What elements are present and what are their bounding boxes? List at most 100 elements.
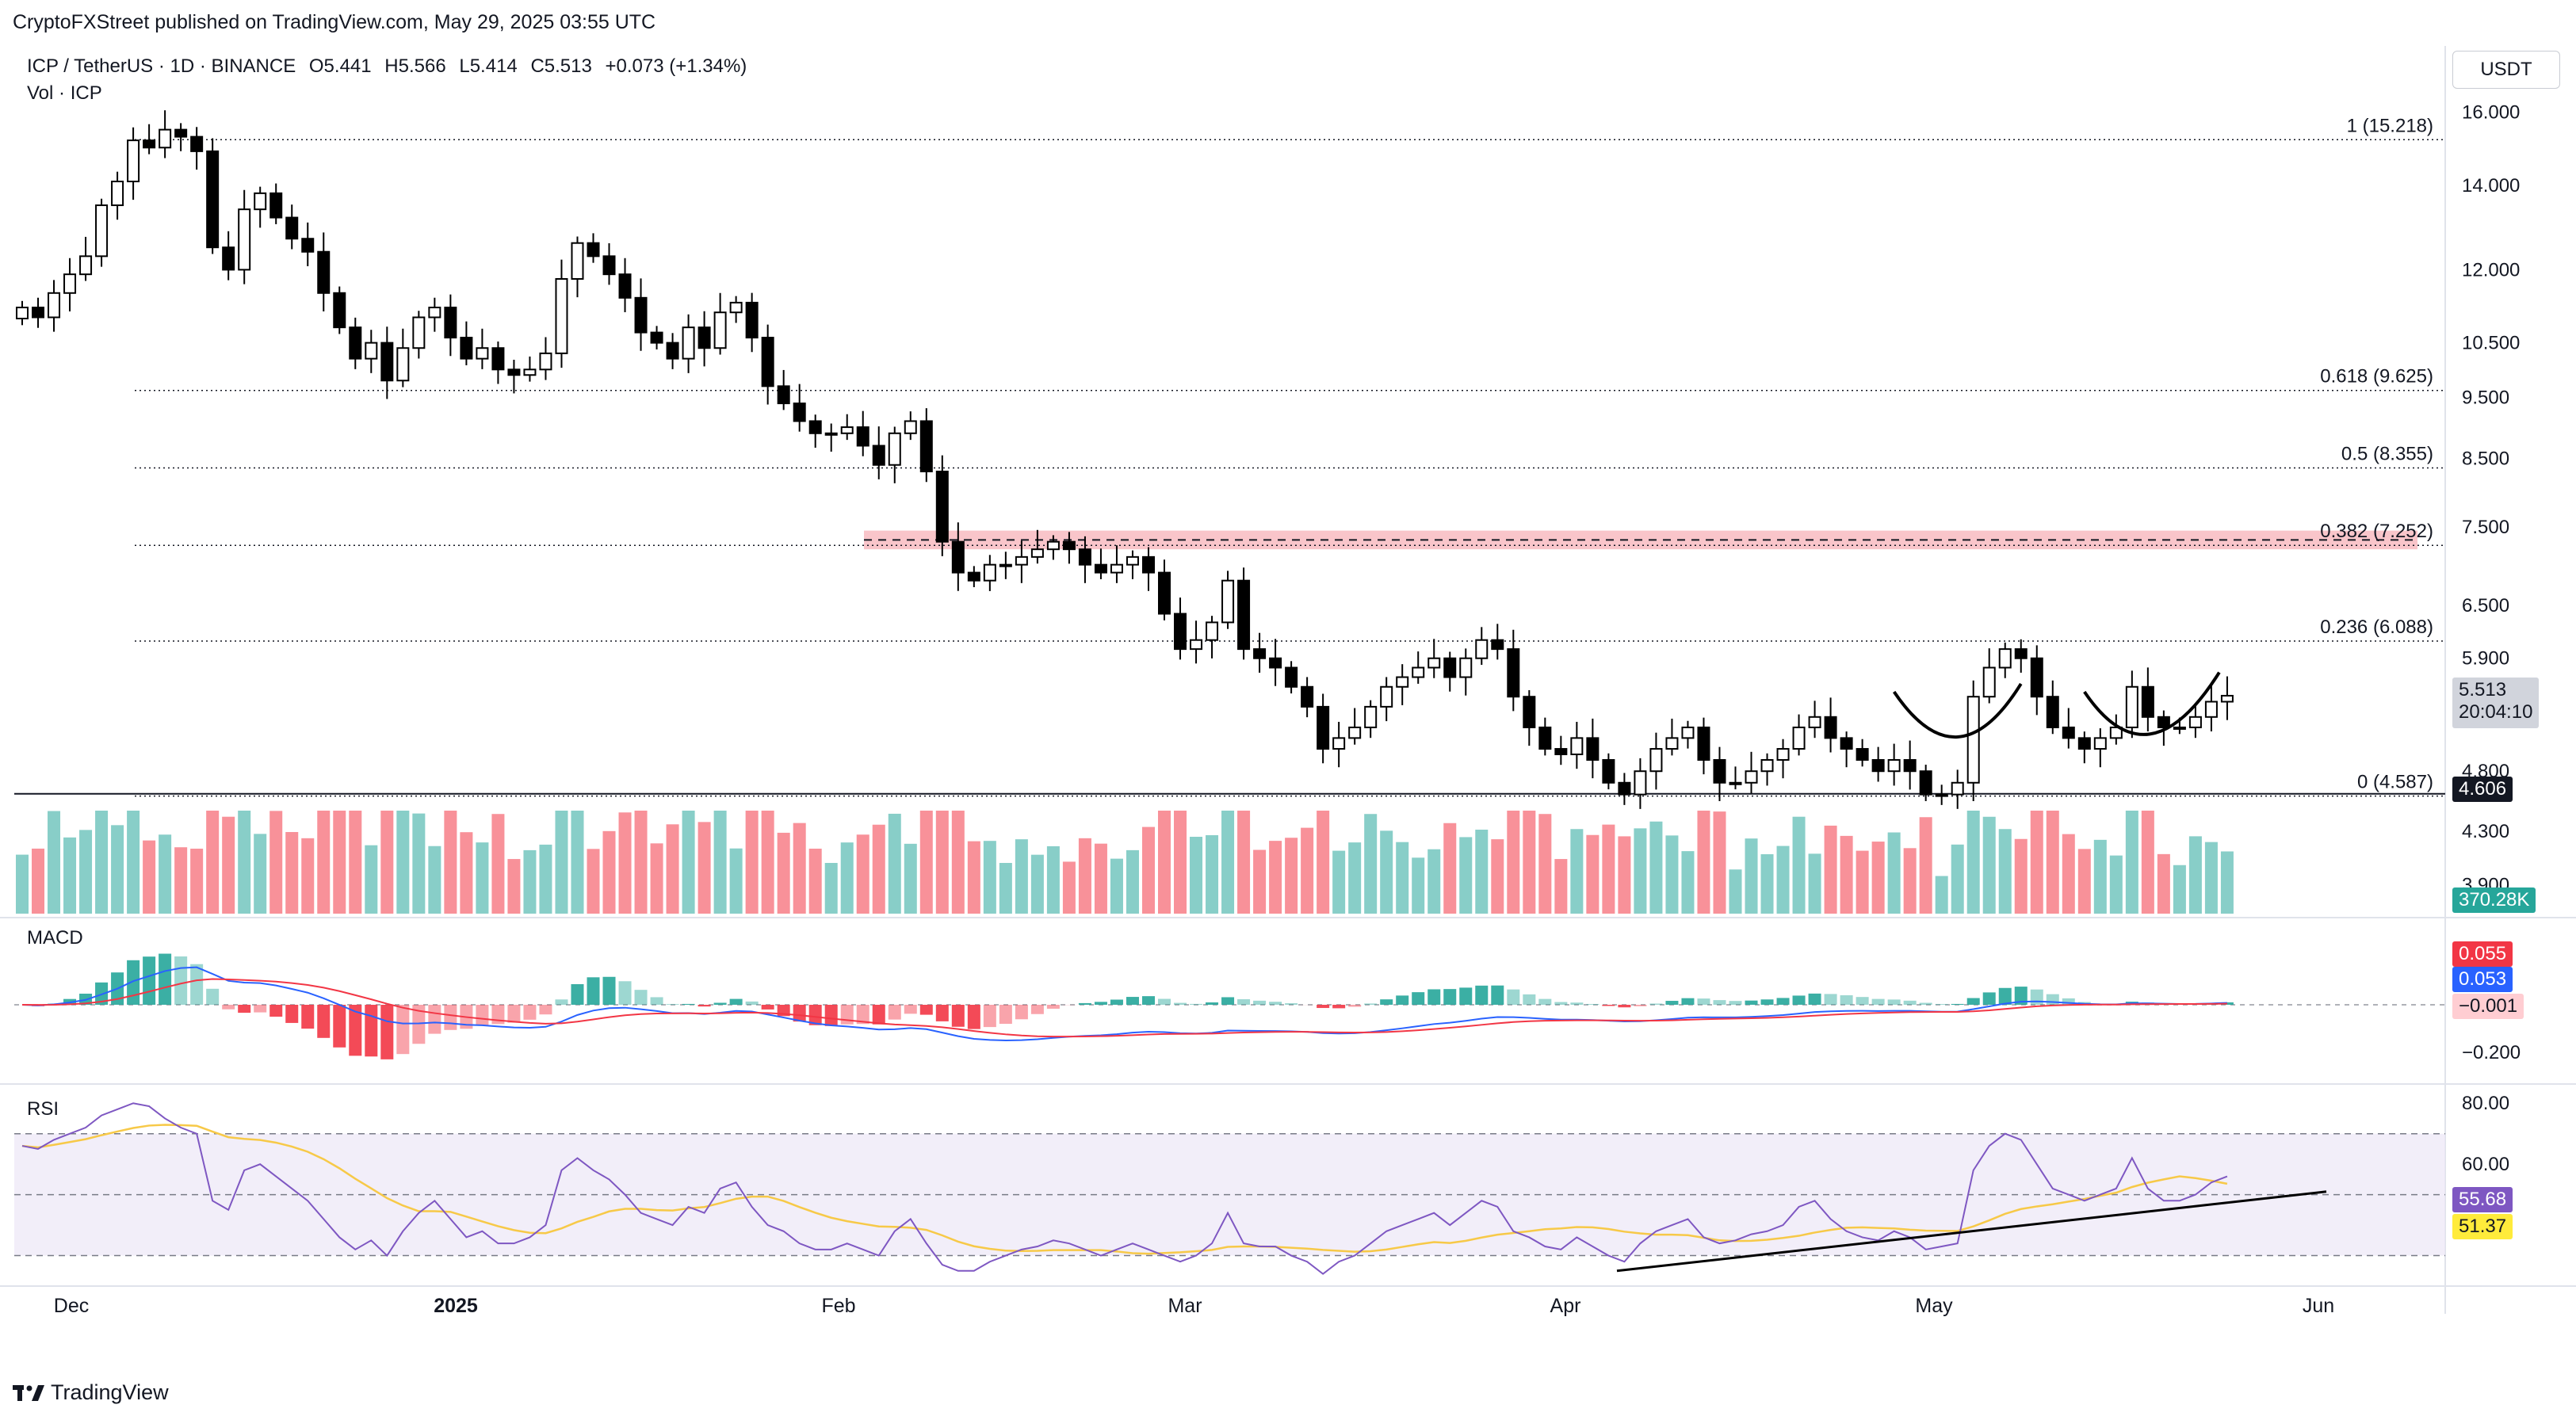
macd-histogram-bar [1221, 997, 1235, 1005]
symbol-label[interactable]: ICP / TetherUS · 1D · BINANCE [27, 55, 296, 77]
candle-body [1538, 726, 1552, 750]
volume-bar [967, 841, 980, 914]
rsi-legend[interactable]: RSI [27, 1098, 59, 1120]
macd-histogram-bar [523, 1005, 537, 1020]
candle-body [666, 342, 679, 360]
macd-histogram-bar [666, 1004, 679, 1005]
candle-body [1713, 758, 1726, 784]
candle-body [1681, 726, 1695, 739]
volume-bar [713, 811, 727, 914]
volume-bar [365, 845, 378, 914]
macd-histogram-bar [285, 1005, 299, 1023]
macd-histogram-bar [1094, 1002, 1107, 1005]
low-value: L5.414 [459, 55, 518, 77]
volume-bar [634, 811, 648, 914]
candle-body [1554, 748, 1568, 755]
macd-histogram-bar [396, 1005, 410, 1055]
candle-body [1206, 621, 1219, 641]
candle-body [460, 337, 473, 360]
macd-histogram-bar [1332, 1005, 1346, 1009]
candle-body [1396, 676, 1409, 688]
candle-body [2188, 716, 2202, 728]
volume-bar [476, 842, 489, 914]
volume-bar [999, 863, 1012, 914]
volume-bar [1586, 834, 1599, 914]
volume-bar [1634, 828, 1647, 914]
support-price-tag: 4.606 [2452, 777, 2513, 802]
candle-body [269, 192, 283, 219]
candle-body [1285, 666, 1298, 688]
macd-histogram-bar [713, 1002, 727, 1005]
macd-histogram-bar [1078, 1002, 1091, 1005]
macd-histogram-bar [1364, 1003, 1378, 1005]
volume-bar [2062, 834, 2075, 914]
candle-body [745, 301, 759, 339]
current-price: 5.513 [2459, 679, 2507, 700]
candle-body [63, 273, 77, 294]
candle-body [159, 128, 172, 149]
volume-bar [904, 843, 917, 914]
macd-histogram-bar [1475, 985, 1489, 1005]
time-axis-tick: Apr [1550, 1295, 1581, 1317]
candle-body [2093, 737, 2107, 750]
macd-histogram-bar [1982, 992, 1996, 1005]
macd-histogram-bar [1602, 1005, 1615, 1006]
volume-legend[interactable]: Vol · ICP [27, 82, 102, 104]
volume-bar [618, 812, 632, 914]
candle-body [1015, 555, 1028, 566]
macd-histogram-bar [1015, 1005, 1028, 1020]
volume-bar [1792, 816, 1806, 914]
signal-line [21, 978, 2227, 1038]
macd-legend[interactable]: MACD [27, 927, 83, 949]
candle-body [111, 181, 124, 207]
chart-frame: 1 (15.218) 0.618 (9.625) 0.5 (8.355) 0.382 … [0, 46, 2576, 1373]
volume-bar [1808, 853, 1821, 914]
volume-bar [254, 834, 267, 914]
volume-bar [349, 811, 362, 914]
fib-level-label: 0 (4.587) [2357, 772, 2433, 793]
candle-body [1237, 579, 1251, 651]
candle-body [840, 426, 854, 434]
candle-body [1078, 548, 1091, 566]
candle-body [1062, 540, 1076, 551]
candle-body [682, 326, 695, 360]
macd-histogram-bar [808, 1005, 822, 1025]
candle-body [79, 255, 93, 276]
volume-bar [1030, 854, 1044, 914]
volume-bar [1157, 811, 1171, 914]
tradingview-brand[interactable]: TradingView [13, 1380, 169, 1405]
volume-bar [32, 848, 45, 914]
macd-histogram-bar [333, 1005, 346, 1048]
candle-body [1871, 758, 1885, 773]
candle-body [523, 368, 537, 376]
volume-bar [666, 824, 679, 914]
volume-bar [1523, 811, 1536, 914]
volume-bar [2077, 849, 2091, 914]
price-axis-tick: 6.500 [2462, 595, 2509, 616]
time-axis-tick: 2025 [434, 1295, 478, 1317]
candle-body [587, 242, 600, 258]
currency-selector[interactable]: USDT [2452, 51, 2560, 89]
handle-arc [2083, 671, 2221, 736]
macd-histogram-bar [1840, 994, 1853, 1005]
candle-body [777, 385, 790, 405]
volume-bar [1475, 830, 1489, 914]
volume-bar [1269, 841, 1282, 914]
macd-histogram-bar [919, 1005, 933, 1015]
candle-body [1141, 555, 1155, 574]
high-value: H5.566 [384, 55, 446, 77]
macd-histogram-bar [1919, 1002, 1932, 1005]
candle-body [380, 342, 394, 382]
volume-bar [285, 832, 299, 914]
price-axis-tick: 10.500 [2462, 333, 2520, 354]
volume-bar [2046, 811, 2059, 914]
volume-bar [95, 811, 109, 914]
candle-body [1840, 737, 1853, 750]
candle-body [793, 403, 806, 422]
volume-bar [238, 811, 251, 914]
candle-body [1190, 639, 1203, 651]
macd-histogram-bar [729, 998, 743, 1005]
macd-histogram-bar [602, 976, 616, 1005]
macd-histogram-bar [1428, 989, 1441, 1005]
macd-histogram-bar [951, 1005, 965, 1027]
